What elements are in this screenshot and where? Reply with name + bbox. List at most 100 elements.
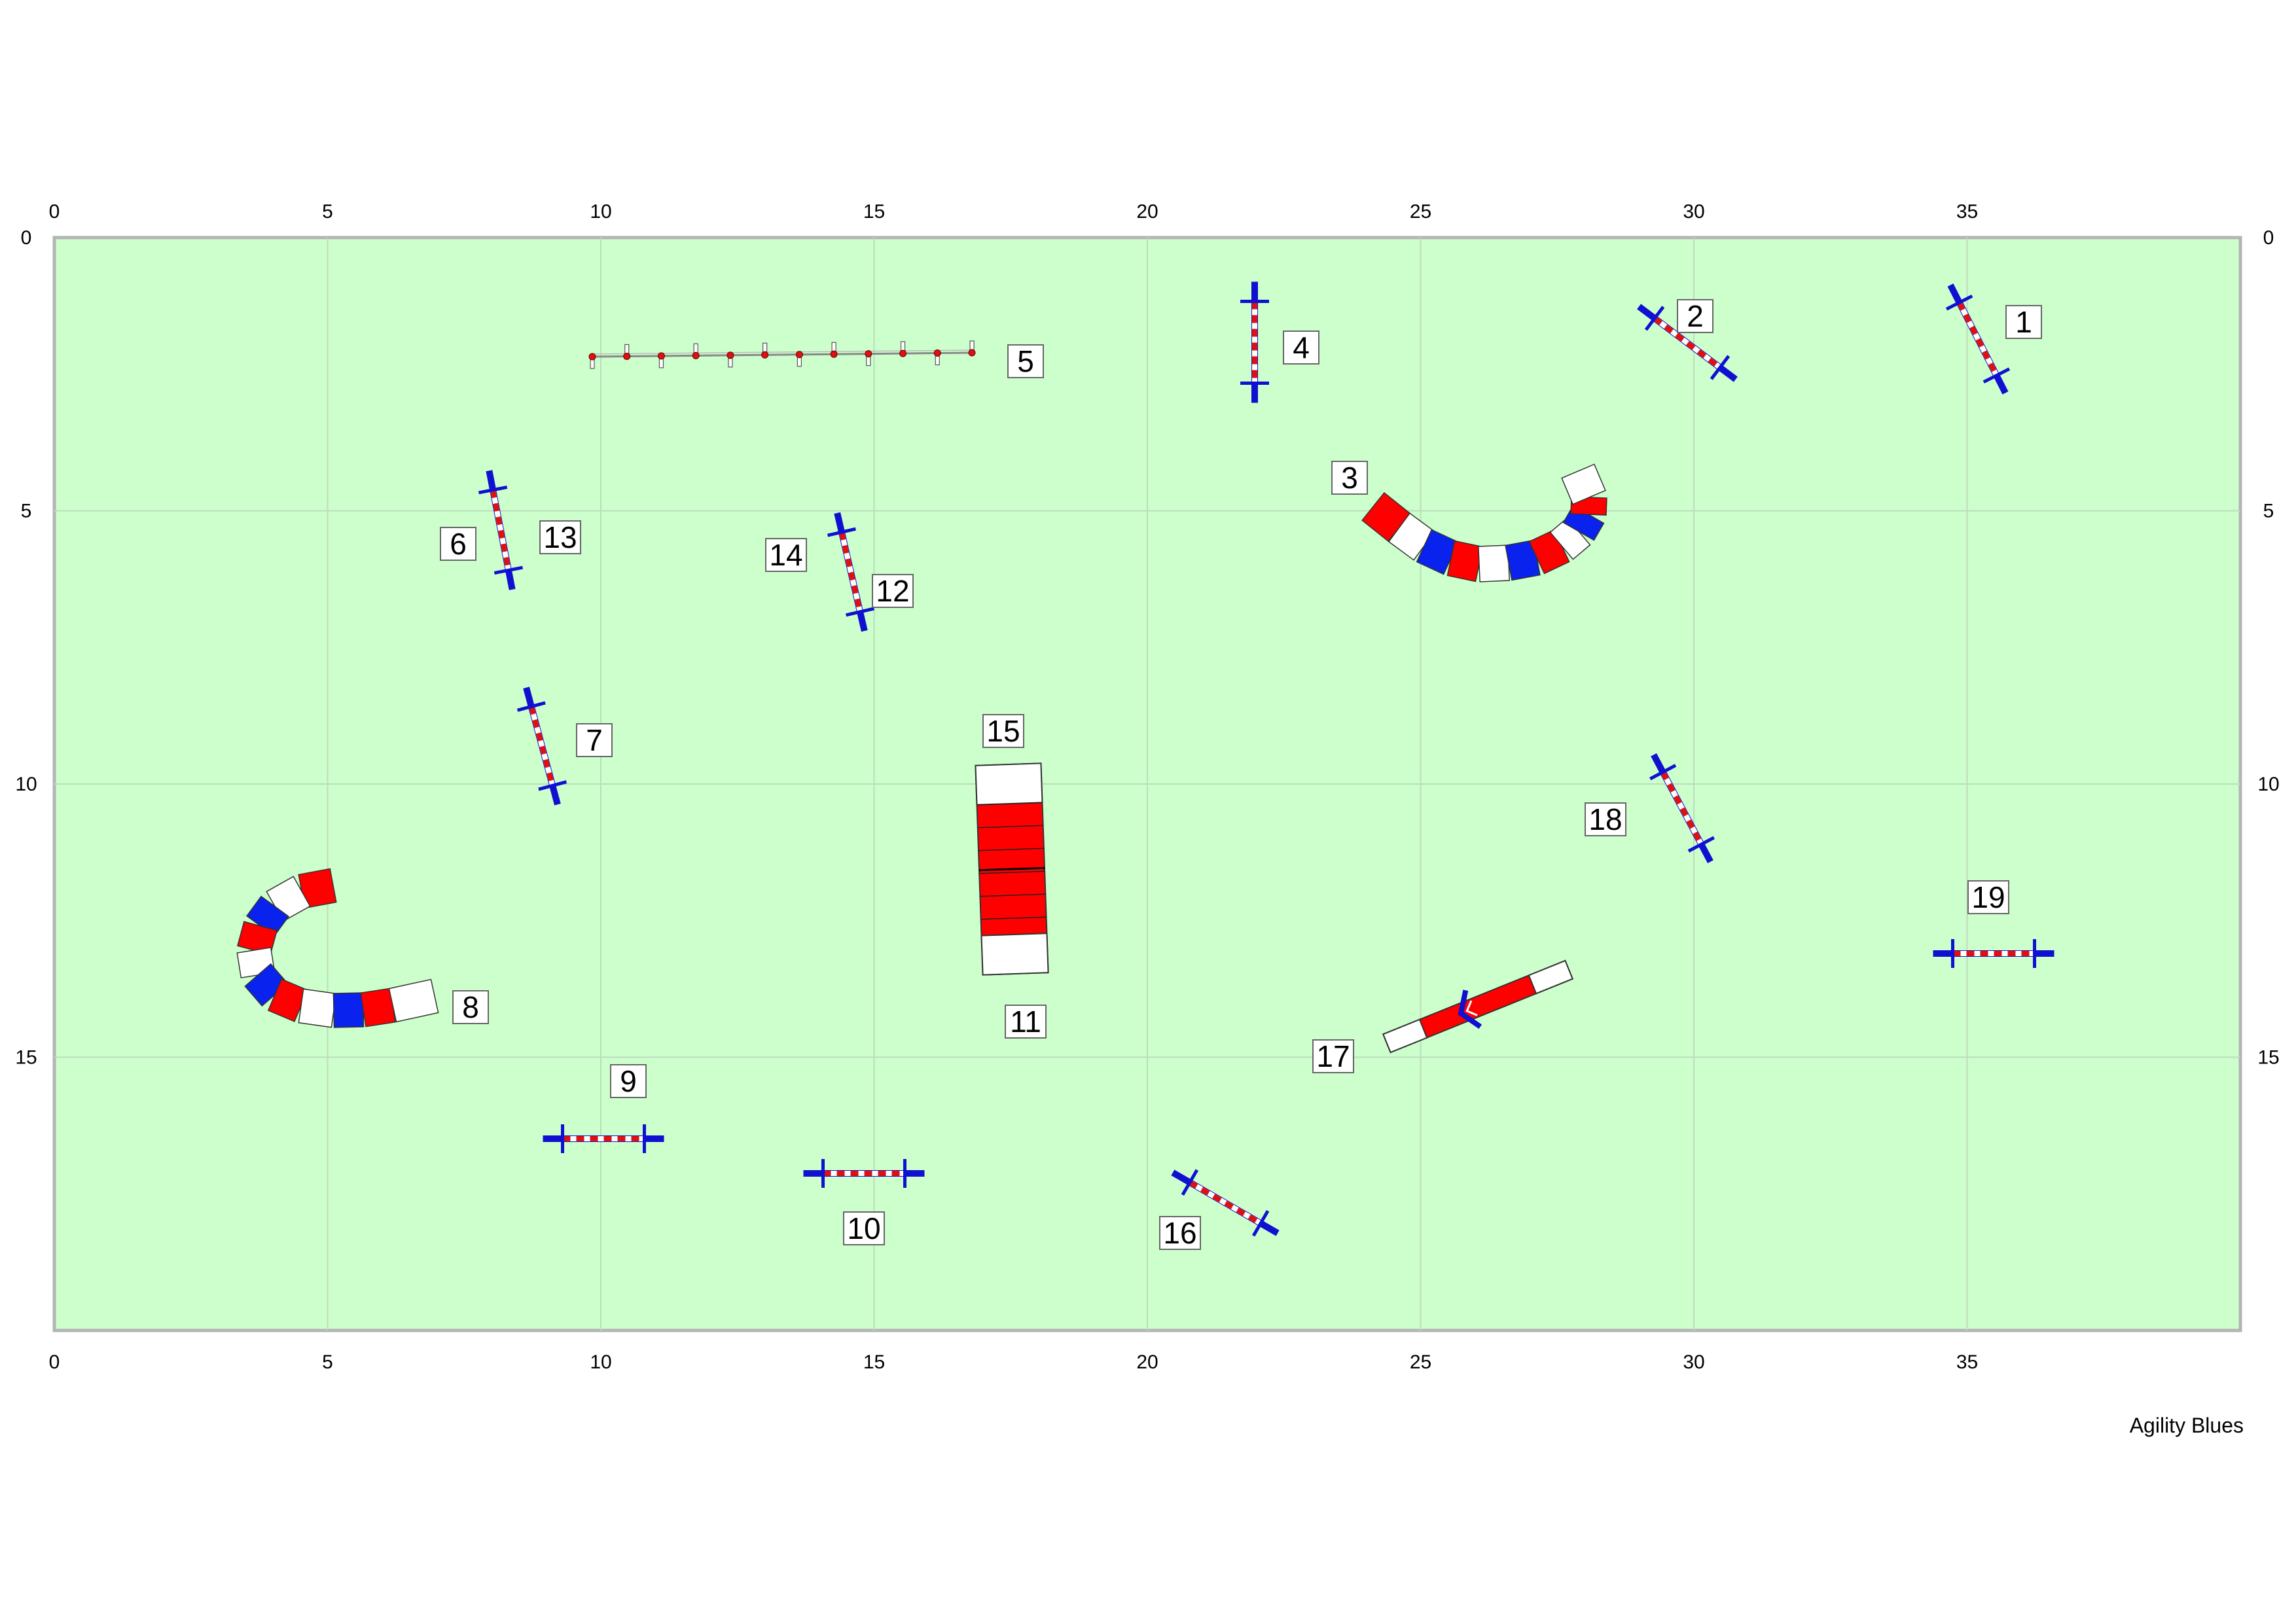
obstacles-layer <box>236 281 2054 1237</box>
jump-bar-base <box>528 705 556 787</box>
number-text: 13 <box>543 520 577 554</box>
x-tick-label-bottom: 15 <box>863 1351 885 1373</box>
jump-post-left <box>1945 294 1973 311</box>
number-text: 3 <box>1341 461 1358 495</box>
jump-1 <box>1945 283 2011 395</box>
obstacle-number-7: 7 <box>576 723 613 757</box>
obstacle-number-17: 17 <box>1312 1039 1354 1073</box>
obstacle-number-5: 5 <box>1007 344 1044 378</box>
jump-post-left <box>827 527 856 537</box>
jump-19 <box>1933 939 2054 968</box>
x-tick-label-top: 20 <box>1136 201 1158 223</box>
a-frame-slat <box>980 916 1047 920</box>
tunnel-8 <box>236 868 439 1028</box>
jump-7 <box>516 687 567 806</box>
jump-post-left <box>1644 306 1665 331</box>
a-frame-slat <box>977 802 1043 806</box>
seesaw-pivot-mark <box>1465 1000 1478 1016</box>
number-box <box>1312 1039 1354 1073</box>
number-text: 10 <box>847 1211 880 1245</box>
number-box <box>1005 1005 1047 1039</box>
a-frame-apex <box>978 866 1045 872</box>
weave-pole <box>933 349 941 357</box>
number-text: 16 <box>1163 1216 1196 1250</box>
jump-bar-base <box>1188 1180 1263 1226</box>
seesaw-17 <box>1382 959 1573 1054</box>
course-credit: Agility Blues <box>2129 1414 2244 1437</box>
number-text: 14 <box>769 538 802 572</box>
jump-post-right <box>1251 1209 1270 1237</box>
a-frame-slat <box>978 847 1044 851</box>
weave-pole <box>623 352 631 360</box>
weave-pole <box>726 351 734 359</box>
number-box <box>539 520 581 554</box>
weave-pole <box>899 349 907 357</box>
number-text: 4 <box>1293 330 1310 365</box>
number-box <box>1585 802 1626 836</box>
obstacle-number-2: 2 <box>1677 299 1713 333</box>
weave-base-edge <box>592 349 973 355</box>
weave-pole <box>830 350 838 358</box>
number-box <box>1331 461 1368 495</box>
obstacle-number-18: 18 <box>1585 802 1626 836</box>
number-box <box>765 538 807 572</box>
obstacle-number-3: 3 <box>1331 461 1368 495</box>
tunnel-3 <box>1361 463 1607 582</box>
jump-16 <box>1171 1169 1280 1237</box>
tunnel-segment <box>332 992 365 1028</box>
seesaw-contact-right <box>1528 959 1573 995</box>
grid-lines <box>54 238 2240 1330</box>
jump-9 <box>543 1124 664 1153</box>
a-frame-contact-bottom <box>980 933 1049 976</box>
obstacle-number-15: 15 <box>982 714 1024 748</box>
number-box <box>1677 299 1713 333</box>
weave-pole <box>795 351 803 359</box>
y-tick-label-right: 10 <box>2257 774 2279 795</box>
jump-bar-base <box>1653 316 1722 370</box>
weave-pole <box>657 352 665 360</box>
jump-post-left <box>516 701 546 712</box>
y-tick-label-right: 5 <box>2263 501 2274 522</box>
obstacle-number-16: 16 <box>1159 1216 1201 1250</box>
x-tick-label-bottom: 30 <box>1683 1351 1704 1373</box>
obstacle-number-4: 4 <box>1283 330 1319 365</box>
a-frame-contact-top <box>975 762 1043 806</box>
tunnel-segment <box>1478 544 1510 582</box>
jump-bar-base <box>490 489 511 571</box>
number-text: 5 <box>1017 344 1034 378</box>
weave-pole <box>588 353 596 361</box>
x-tick-label-bottom: 0 <box>49 1351 60 1373</box>
number-text: 17 <box>1316 1039 1350 1073</box>
y-tick-label-left: 10 <box>15 774 37 795</box>
jump-post-right <box>1982 367 2011 383</box>
x-tick-label-top: 15 <box>863 201 885 223</box>
x-tick-label-top: 10 <box>590 201 611 223</box>
tunnel-segment <box>388 978 439 1023</box>
jump-post-right <box>1710 355 1731 380</box>
x-tick-label-top: 35 <box>1956 201 1978 223</box>
number-box <box>1159 1216 1201 1250</box>
number-text: 2 <box>1687 299 1704 333</box>
y-tick-label-right: 0 <box>2263 227 2274 249</box>
number-box <box>982 714 1024 748</box>
obstacle-number-11: 11 <box>1005 1005 1047 1039</box>
obstacle-number-13: 13 <box>539 520 581 554</box>
weave-pole <box>761 351 769 359</box>
x-tick-label-bottom: 5 <box>322 1351 333 1373</box>
x-tick-label-bottom: 25 <box>1410 1351 1431 1373</box>
x-tick-label-top: 0 <box>49 201 60 223</box>
number-text: 15 <box>986 714 1020 748</box>
obstacle-number-1: 1 <box>2005 305 2042 339</box>
x-tick-label-bottom: 10 <box>590 1351 611 1373</box>
number-box <box>1967 880 2009 914</box>
weave-pole <box>968 349 976 357</box>
weave-poles-5 <box>588 340 976 369</box>
tunnel-segment <box>298 988 337 1028</box>
a-frame-11-15 <box>975 762 1049 976</box>
number-text: 9 <box>620 1064 637 1098</box>
number-text: 6 <box>450 527 467 561</box>
number-box <box>2005 305 2042 339</box>
jump-bar-base <box>1957 301 1999 377</box>
